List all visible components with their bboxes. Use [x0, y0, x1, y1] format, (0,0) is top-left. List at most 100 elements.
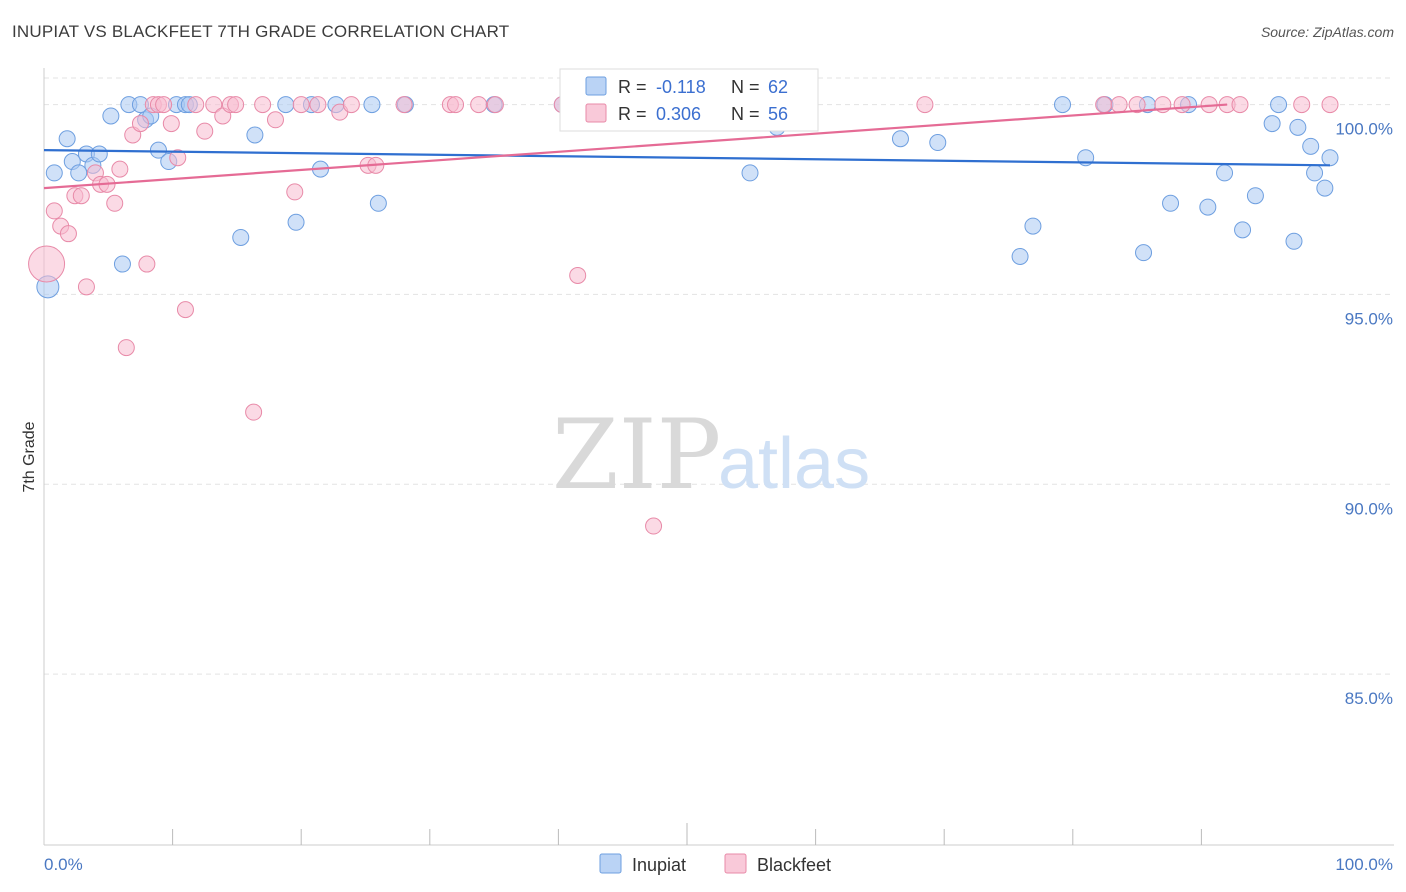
inupiat-point	[1199, 198, 1217, 216]
blackfeet-point	[254, 96, 272, 114]
inupiat-point	[232, 228, 250, 246]
y-tick-label-0: 85.0%	[1345, 689, 1393, 708]
blackfeet-point	[28, 245, 66, 283]
blackfeet-r-label: R =	[618, 104, 647, 124]
blackfeet-point	[59, 225, 77, 243]
blackfeet-point	[1095, 96, 1113, 114]
inupiat-point	[70, 164, 88, 182]
blackfeet-n-value: 56	[768, 104, 788, 124]
inupiat-point	[246, 126, 264, 144]
blackfeet-point	[1128, 96, 1146, 114]
watermark: ZIP atlas	[552, 399, 870, 511]
inupiat-point	[1270, 96, 1288, 114]
blackfeet-point	[645, 517, 663, 535]
legend-label-blackfeet: Blackfeet	[757, 855, 831, 875]
inupiat-n-label: N =	[731, 77, 760, 97]
source-credit: Source: ZipAtlas.com	[1260, 24, 1394, 40]
blackfeet-point	[138, 255, 156, 273]
inupiat-point	[277, 96, 295, 114]
blackfeet-stats-swatch	[585, 103, 607, 123]
stats-legend: R = -0.118 N = 62 R = 0.306 N = 56	[559, 68, 819, 132]
blackfeet-point	[205, 96, 223, 114]
blackfeet-point	[1173, 96, 1191, 114]
inupiat-point	[58, 130, 76, 148]
blackfeet-point	[1110, 96, 1128, 114]
blackfeet-point	[77, 278, 95, 296]
y-tick-label-3: 100.0%	[1335, 120, 1393, 139]
inupiat-point	[1285, 232, 1303, 250]
inupiat-point	[1234, 221, 1252, 239]
inupiat-point	[102, 107, 120, 125]
series-legend: Inupiat Blackfeet	[599, 853, 831, 875]
y-tick-label-1: 90.0%	[1345, 499, 1393, 518]
blackfeet-point	[227, 96, 245, 114]
blackfeet-point	[162, 115, 180, 133]
blackfeet-point	[111, 160, 129, 178]
blackfeet-point	[1231, 96, 1249, 114]
blackfeet-point	[196, 122, 214, 140]
legend-swatch-blackfeet	[724, 853, 747, 874]
blackfeet-r-value: 0.306	[656, 104, 701, 124]
blackfeet-point	[916, 96, 934, 114]
y-axis-title: 7th Grade	[21, 421, 38, 492]
inupiat-point	[1024, 217, 1042, 235]
inupiat-stats-swatch	[585, 76, 607, 96]
chart-title: INUPIAT VS BLACKFEET 7TH GRADE CORRELATI…	[12, 22, 510, 41]
inupiat-point	[113, 255, 131, 273]
inupiat-point	[1135, 244, 1153, 262]
inupiat-trend-line	[43, 149, 1331, 167]
blackfeet-point	[72, 187, 90, 205]
inupiat-point	[1054, 96, 1072, 114]
inupiat-point	[363, 96, 381, 114]
y-tick-labels: 85.0% 90.0% 95.0% 100.0%	[1335, 120, 1393, 709]
blackfeet-point	[1321, 96, 1339, 114]
inupiat-point	[1162, 194, 1180, 212]
inupiat-point	[287, 213, 305, 231]
inupiat-r-value: -0.118	[656, 77, 706, 97]
inupiat-point	[45, 164, 63, 182]
inupiat-point	[929, 134, 947, 152]
watermark-zip: ZIP	[552, 399, 721, 511]
y-tick-label-2: 95.0%	[1345, 309, 1393, 328]
inupiat-point	[1316, 179, 1334, 197]
blackfeet-point	[292, 96, 310, 114]
blackfeet-point	[131, 115, 149, 133]
legend-swatch-inupiat	[599, 853, 622, 874]
blackfeet-point	[342, 96, 360, 114]
blackfeet-n-label: N =	[731, 104, 760, 124]
blackfeet-point	[470, 96, 488, 114]
inupiat-point	[891, 130, 909, 148]
blackfeet-point	[286, 183, 304, 201]
inupiat-point	[149, 141, 167, 159]
inupiat-point	[369, 194, 387, 212]
blackfeet-point	[117, 339, 135, 357]
blackfeet-point	[486, 96, 504, 114]
watermark-atlas: atlas	[718, 424, 870, 504]
blackfeet-point	[309, 96, 327, 114]
inupiat-point	[1246, 187, 1264, 205]
inupiat-point	[1263, 115, 1281, 133]
blackfeet-point	[569, 266, 587, 284]
blackfeet-point	[266, 111, 284, 129]
axes-layer	[43, 68, 1394, 846]
trend-layer	[43, 103, 1331, 190]
blackfeet-point	[106, 194, 124, 212]
blackfeet-point	[395, 96, 413, 114]
inupiat-point	[741, 164, 759, 182]
grid-layer	[44, 77, 1394, 675]
inupiat-r-label: R =	[618, 77, 647, 97]
legend-label-inupiat: Inupiat	[632, 855, 686, 875]
blackfeet-point	[155, 96, 173, 114]
blackfeet-point	[45, 202, 63, 220]
inupiat-n-value: 62	[768, 77, 788, 97]
inupiat-point	[1302, 137, 1320, 155]
x-tick-label-max: 100.0%	[1335, 855, 1393, 874]
inupiat-point	[90, 145, 108, 163]
blackfeet-point	[1293, 96, 1311, 114]
inupiat-point	[1289, 118, 1307, 136]
inupiat-point	[1011, 247, 1029, 265]
x-tick-label-min: 0.0%	[44, 855, 83, 874]
inupiat-point	[1321, 149, 1339, 167]
blackfeet-point	[245, 403, 263, 421]
